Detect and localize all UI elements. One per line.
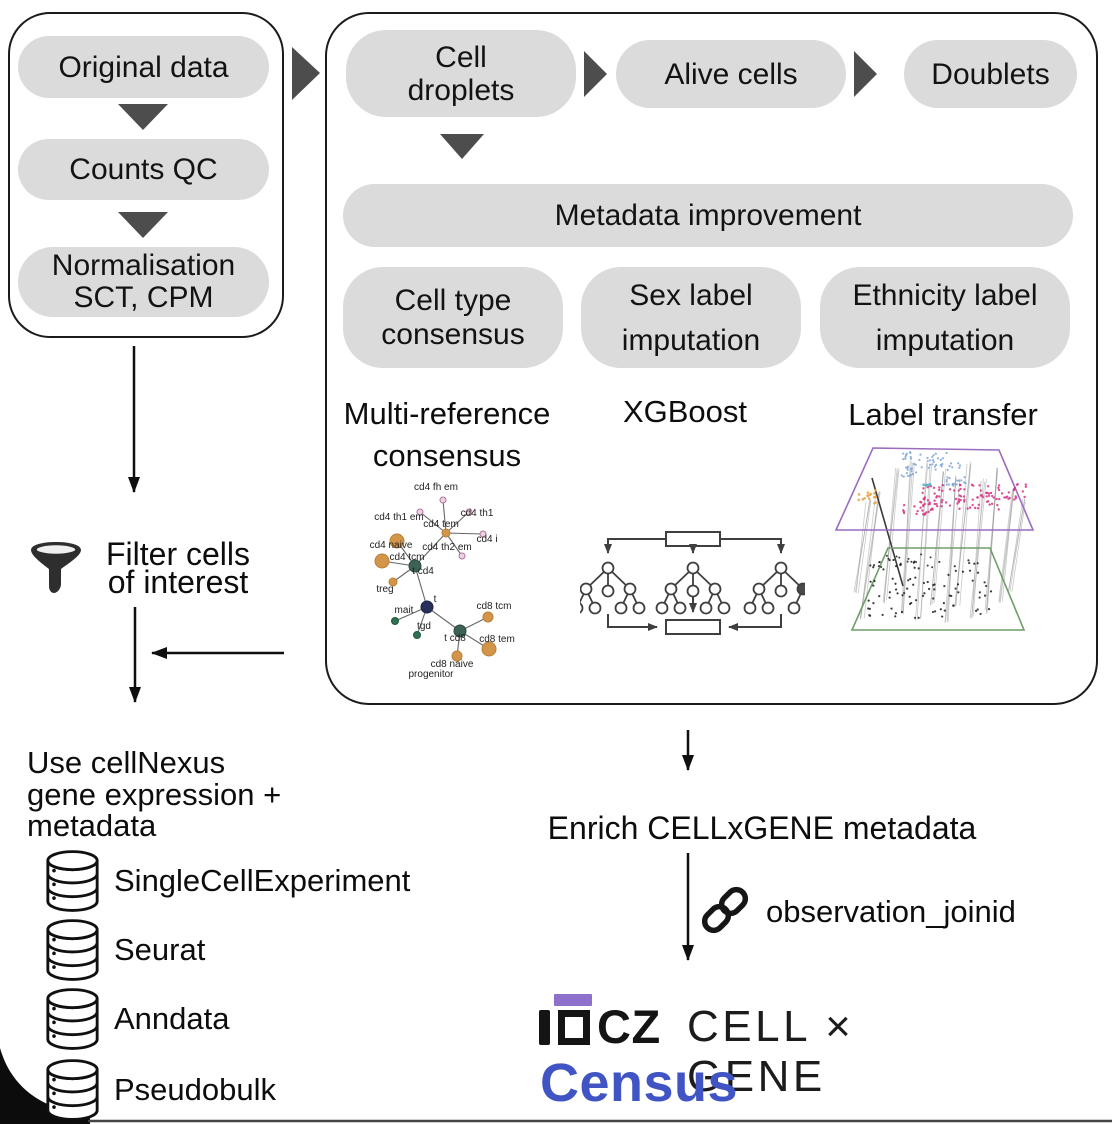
svg-text:cd8 tem: cd8 tem [479,634,515,645]
filter-cells-line2: of interest [107,564,249,600]
doublets-pill: Doublets [904,40,1077,108]
use-cellnexus-line1: Use cellNexus [27,745,226,780]
output-format-row: SingleCellExperiment [45,849,410,913]
corner-decoration [0,1048,90,1124]
multi-reference-label-line2: consensus [372,438,522,473]
label-transfer-label: Label transfer [848,397,1038,432]
svg-text:t: t [434,594,437,605]
svg-text:cd4 th2 em: cd4 th2 em [422,542,471,553]
filter-cells-label: Filter cells of interest [96,536,260,600]
filter-cells-line1: Filter cells [105,536,250,572]
right-arrow-icon [584,51,607,97]
svg-text:mait: mait [395,605,414,616]
svg-text:t cd4: t cd4 [412,566,434,577]
label-transfer-plot [834,447,1035,631]
down-arrow-icon [440,134,484,159]
normalisation-label-line2: SCT, CPM [73,281,214,314]
original-data-label: Original data [58,50,229,84]
svg-text:progenitor: progenitor [408,669,454,680]
filter-funnel-icon [31,542,81,593]
ethnicity-label-imputation-pill: Ethnicity label imputation [820,267,1070,368]
ethnicity-label-line2: imputation [875,323,1015,357]
cell-type-consensus-line2: consensus [381,317,525,351]
observation-joinid-label: observation_joinid [766,894,1016,929]
svg-text:cd8 naive: cd8 naive [431,659,474,670]
cellxgene-logo: CZ CELL × GENE Census [538,990,1008,1124]
logo-census-text: Census [540,1053,739,1113]
original-data-pill: Original data [18,36,269,98]
cell-droplets-pill: Cell droplets [346,30,576,117]
xgboost-label: XGBoost [622,394,748,429]
use-cellnexus-line2: gene expression + [27,776,282,812]
output-format-label: Seurat [114,932,206,967]
output-format-label: SingleCellExperiment [114,863,411,898]
logo-cz-text: CZ [597,1000,661,1053]
output-format-row: Anndata [45,987,230,1051]
use-cellnexus-label: Use cellNexus gene expression + metadata [27,747,281,842]
down-arrow-icon [118,212,168,238]
preprocessing-panel [8,12,284,338]
cell-type-consensus-pill: Cell type consensus [343,267,563,368]
use-cellnexus-line3: metadata [27,808,157,843]
metadata-improvement-label: Metadata improvement [554,199,862,232]
svg-text:cd8 tcm: cd8 tcm [476,601,511,612]
normalisation-pill: Normalisation SCT, CPM [18,247,269,317]
processing-panel [325,12,1098,705]
counts-qc-pill: Counts QC [18,139,269,200]
right-arrow-icon [292,47,320,100]
xgboost-trees-icon [580,531,805,635]
svg-text:treg: treg [376,584,393,595]
svg-text:cd4 tem: cd4 tem [423,519,459,530]
output-format-row: Seurat [45,918,205,982]
svg-text:tgd: tgd [417,621,431,632]
svg-text:cd4 fh em: cd4 fh em [414,482,458,493]
doublets-label: Doublets [931,57,1050,91]
alive-cells-label: Alive cells [664,57,798,91]
database-icon [46,987,99,1050]
down-arrow-icon [118,104,168,130]
link-icon [701,886,749,934]
svg-text:cd4 th1: cd4 th1 [461,508,494,519]
cell-droplets-label-line1: Cell [435,40,487,74]
cz-logo-mark [539,994,592,1045]
logo-cellxgene-text: CELL × GENE [687,1002,855,1101]
sex-label-line2: imputation [621,323,761,357]
database-icon [46,849,99,912]
svg-text:t cd8: t cd8 [444,633,466,644]
alive-cells-pill: Alive cells [616,40,846,108]
svg-text:cd4 tcm: cd4 tcm [389,552,424,563]
normalisation-label-line1: Normalisation [51,249,236,282]
sex-label-imputation-pill: Sex label imputation [581,267,801,368]
output-format-row: Pseudobulk [45,1058,276,1122]
ethnicity-label-line1: Ethnicity label [852,278,1038,312]
sex-label-line1: Sex label [629,278,753,312]
counts-qc-label: Counts QC [69,153,218,186]
metadata-improvement-pill: Metadata improvement [343,184,1073,247]
cell-type-consensus-line1: Cell type [394,283,512,317]
enrich-metadata-label: Enrich CELLxGENE metadata [547,810,977,846]
output-format-label: Pseudobulk [114,1072,277,1107]
output-format-label: Anndata [114,1001,230,1036]
svg-text:cd4 th1 em: cd4 th1 em [374,512,423,523]
svg-text:cd4 naive: cd4 naive [370,540,413,551]
svg-text:cd4 i: cd4 i [476,534,497,545]
cell-droplets-label-line2: droplets [407,73,515,107]
right-arrow-icon [854,51,877,97]
database-icon [46,918,99,981]
database-icon [46,1058,99,1121]
multi-reference-label-line1: Multi-reference [343,396,551,431]
